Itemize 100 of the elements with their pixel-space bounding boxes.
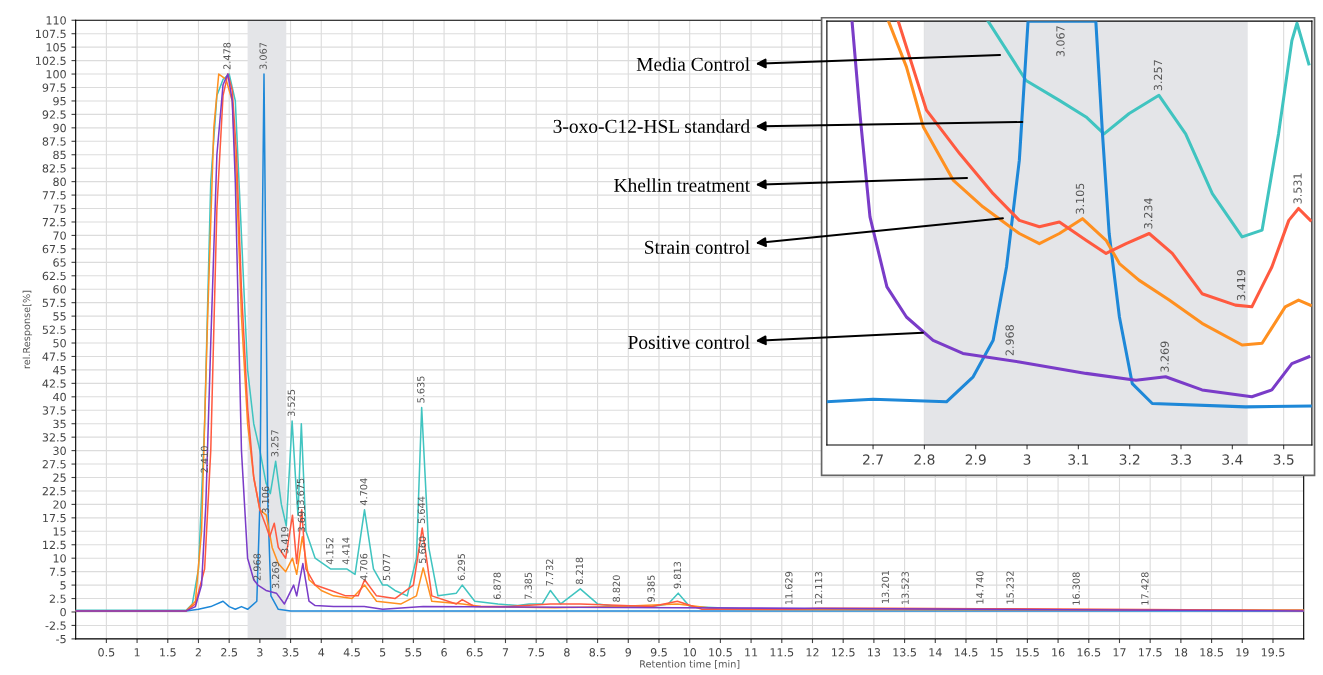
x-tick-label: 16 — [1052, 648, 1065, 657]
x-tick-label: 15 — [990, 648, 1003, 657]
y-tick-label: 102.5 — [36, 56, 66, 65]
x-tick-label: 2 — [195, 648, 201, 657]
y-tick-label: 97.5 — [42, 83, 66, 92]
annotation: 14.740 — [976, 571, 984, 604]
x-tick-label: 18.5 — [1200, 648, 1223, 657]
annotation: 7.385 — [524, 572, 532, 599]
annotation: 13.201 — [881, 570, 890, 603]
x-tick-label: 3.5 — [1273, 454, 1294, 465]
x-tick-label: 4.5 — [343, 648, 360, 657]
x-tick-label: 8.5 — [589, 648, 606, 657]
x-tick-label: 10.5 — [709, 648, 732, 657]
y-tick-label: 75 — [53, 204, 66, 213]
y-tick-label: 27.5 — [42, 460, 66, 469]
y-tick-label: 95 — [53, 96, 66, 106]
y-tick-label: 32.5 — [42, 433, 66, 442]
annotation: 15.232 — [1006, 571, 1014, 604]
text: Strain control — [645, 240, 750, 254]
text: Media Control — [636, 57, 750, 71]
annotation: 5.635 — [417, 376, 425, 403]
x-tick-label: 2.9 — [965, 454, 986, 465]
annotation: 5.077 — [382, 553, 391, 581]
x-tick-label: 3.2 — [1119, 454, 1140, 465]
x-tick-label: 11.5 — [770, 648, 794, 657]
y-axis-title: rel.Response[%] — [22, 290, 33, 369]
annotation: 3.419 — [281, 526, 289, 554]
annotation: 9.813 — [673, 561, 682, 589]
y-tick-label: 15 — [53, 527, 66, 536]
annotation: 5.660 — [418, 536, 427, 563]
annotation: 6.878 — [493, 572, 501, 600]
y-tick-label: 82.5 — [42, 164, 66, 173]
y-tick-label: 47.5 — [42, 352, 66, 361]
x-tick-label: 1.5 — [160, 648, 176, 657]
y-tick-label: 105 — [46, 43, 66, 52]
y-tick-label: 100 — [46, 70, 66, 79]
y-tick-label: 20 — [53, 500, 66, 509]
x-tick-label: 19 — [1236, 648, 1249, 657]
y-tick-label: 10 — [53, 554, 66, 563]
x-tick-label: 12 — [806, 648, 819, 657]
text: Khellin treatment — [614, 178, 751, 192]
y-tick-label: 80 — [53, 177, 66, 187]
annotation: 2.410 — [200, 446, 209, 473]
annotation: 8.820 — [612, 575, 621, 602]
annotation: 13.523 — [901, 571, 909, 605]
x-tick-label: 17.5 — [1139, 648, 1162, 657]
annotation: 6.295 — [457, 553, 466, 581]
x-tick-label: 12.5 — [832, 648, 855, 657]
annotation: 2.478 — [223, 42, 231, 70]
y-tick-label: 5 — [60, 581, 66, 590]
annotation: 3.257 — [1153, 60, 1163, 91]
x-tick-label: 17 — [1113, 648, 1126, 657]
x-tick-label: 7 — [502, 648, 509, 657]
annotation: 2.968 — [1005, 325, 1014, 356]
annotation: 3.269 — [1160, 341, 1169, 372]
y-tick-label: 85 — [53, 150, 66, 160]
y-tick-label: 35 — [53, 419, 66, 429]
y-tick-label: 92.5 — [42, 110, 66, 119]
y-tick-label: 50 — [53, 338, 66, 348]
x-tick-label: 4 — [318, 648, 325, 657]
y-tick-label: 52.5 — [42, 325, 66, 334]
y-tick-label: 107.5 — [36, 29, 66, 39]
annotation: 3.257 — [271, 430, 279, 457]
text: Positive control — [628, 335, 750, 349]
annotation: 8.218 — [575, 557, 584, 585]
y-tick-label: 0 — [60, 607, 66, 617]
annotation: 11.629 — [785, 571, 793, 605]
x-tick-label: 2.7 — [863, 454, 883, 465]
annotation: 17.428 — [1141, 572, 1149, 605]
y-tick-label: 17.5 — [43, 513, 66, 523]
y-tick-label: 45 — [53, 366, 66, 375]
x-tick-label: 13 — [868, 648, 881, 657]
x-tick-label: 10 — [683, 648, 697, 657]
annotation: 3.234 — [1144, 198, 1153, 229]
annotation: 5.644 — [417, 496, 426, 524]
annotation: 3.106 — [261, 486, 270, 513]
annotation: 4.152 — [326, 537, 334, 565]
x-tick-label: 5.5 — [405, 648, 422, 657]
annotation: 3.675 — [296, 478, 305, 505]
x-tick-label: 14.5 — [954, 648, 978, 657]
annotation: 3.531 — [1293, 173, 1302, 204]
y-tick-label: 70 — [53, 231, 66, 240]
annotation: 3.067 — [259, 42, 267, 70]
y-tick-label: 12.5 — [43, 540, 66, 550]
x-tick-label: 16.5 — [1077, 648, 1101, 657]
x-tick-label: 3.4 — [1222, 454, 1243, 465]
annotation: 16.308 — [1072, 572, 1080, 605]
y-tick-label: 67.5 — [42, 244, 66, 254]
x-axis-title: Retention time [min] — [640, 660, 740, 669]
x-tick-label: 9.5 — [650, 648, 667, 657]
x-tick-label: 11 — [745, 648, 758, 657]
x-tick-label: 3 — [257, 648, 263, 657]
y-tick-label: 87.5 — [42, 137, 66, 146]
x-tick-label: 13.5 — [893, 648, 916, 657]
annotation: 12.113 — [814, 571, 823, 605]
annotation: 9.385 — [647, 575, 655, 602]
x-tick-label: 8 — [564, 648, 570, 657]
x-tick-label: 6.5 — [466, 648, 483, 657]
y-tick-label: 65 — [53, 258, 66, 267]
annotation: 7.732 — [545, 559, 554, 586]
